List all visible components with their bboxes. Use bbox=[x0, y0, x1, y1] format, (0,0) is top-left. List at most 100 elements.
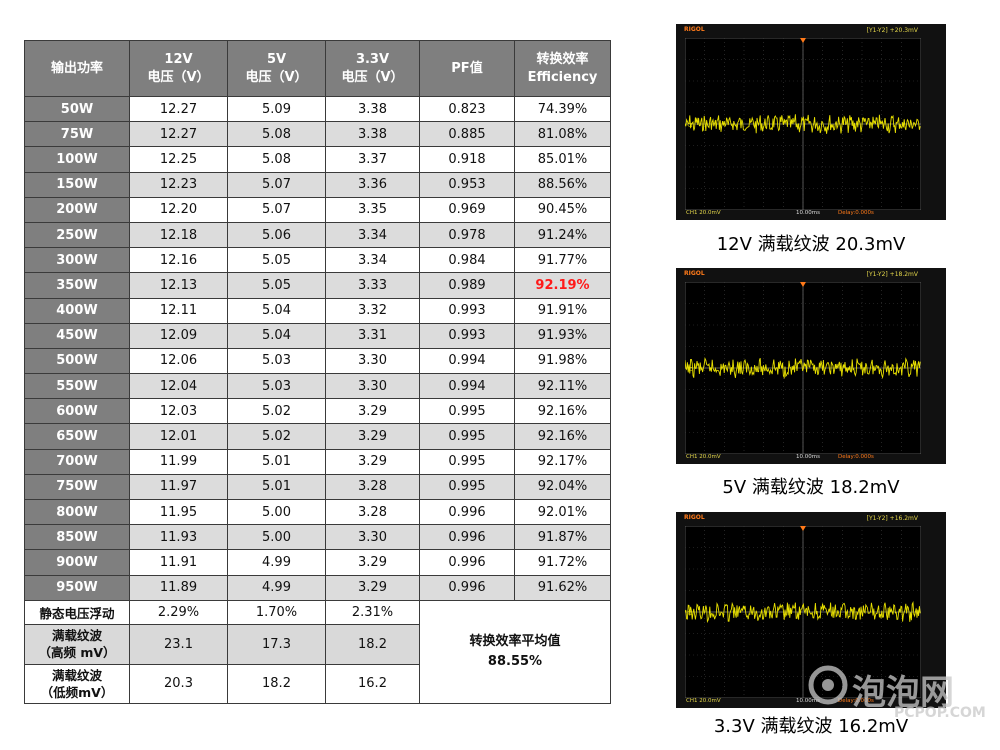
scope-screen: ⊂ bbox=[685, 526, 921, 698]
oscilloscope-5v: RIGOL [Y1-Y2] +18.2mV ⊂ CH1 20.0mV 10.00… bbox=[676, 268, 946, 464]
table-cell: 12.13 bbox=[129, 272, 228, 299]
table-cell: 5.00 bbox=[227, 498, 326, 526]
table-cell: 5.09 bbox=[227, 95, 326, 123]
table-cell: 0.996 bbox=[419, 524, 515, 551]
table-cell: 5.06 bbox=[227, 221, 326, 249]
table-row: 450W 12.09 5.04 3.31 0.993 91.93% bbox=[24, 322, 611, 349]
power-supply-test-table: 输出功率 12V 电压（V） 5V 电压（V） 3.3V 电压（V） PF值 转… bbox=[24, 40, 611, 704]
table-cell: 3.28 bbox=[325, 498, 420, 526]
row-power-label: 950W bbox=[24, 574, 130, 601]
watermark: 泡泡网 PCPOP.COM bbox=[808, 665, 986, 721]
table-cell: 0.885 bbox=[419, 121, 515, 148]
table-cell: 3.37 bbox=[325, 146, 420, 173]
average-efficiency-cell: 转换效率平均值 88.55% bbox=[419, 599, 611, 704]
table-cell: 16.2 bbox=[325, 663, 420, 704]
scope-cursor-readout: [Y1-Y2] +16.2mV bbox=[866, 515, 918, 522]
header-pf: PF值 bbox=[419, 40, 515, 97]
table-cell: 5.02 bbox=[227, 398, 326, 425]
table-cell: 20.3 bbox=[129, 663, 228, 704]
table-cell: 5.07 bbox=[227, 196, 326, 223]
table-cell: 4.99 bbox=[227, 574, 326, 601]
table-cell: 92.04% bbox=[514, 473, 611, 501]
table-cell: 12.23 bbox=[129, 171, 228, 198]
row-power-label: 500W bbox=[24, 347, 130, 375]
scope-brand: RIGOL bbox=[684, 270, 705, 277]
table-cell: 5.04 bbox=[227, 297, 326, 324]
scope-channel: CH1 20.0mV bbox=[686, 698, 721, 704]
table-row: 250W 12.18 5.06 3.34 0.978 91.24% bbox=[24, 221, 611, 249]
table-cell: 12.01 bbox=[129, 423, 228, 450]
row-power-label: 600W bbox=[24, 398, 130, 425]
table-cell: 92.16% bbox=[514, 423, 611, 450]
table-cell: 12.27 bbox=[129, 121, 228, 148]
table-cell: 12.25 bbox=[129, 146, 228, 173]
table-cell: 3.30 bbox=[325, 524, 420, 551]
row-power-label: 300W bbox=[24, 247, 130, 274]
table-body: 50W 12.27 5.09 3.38 0.823 74.39% 75W 12.27 5.08 3… bbox=[24, 95, 611, 601]
ripple-high-row: 满载纹波 （高频 mV） 23.1 17.3 18.2 bbox=[24, 623, 611, 665]
header-5v: 5V 电压（V） bbox=[227, 40, 326, 97]
table-cell: 2.29% bbox=[129, 599, 228, 625]
table-row: 200W 12.20 5.07 3.35 0.969 90.45% bbox=[24, 196, 611, 223]
table-cell: 5.08 bbox=[227, 121, 326, 148]
header-12v: 12V 电压（V） bbox=[129, 40, 228, 97]
table-row: 750W 11.97 5.01 3.28 0.995 92.04% bbox=[24, 473, 611, 501]
table-cell: 12.04 bbox=[129, 373, 228, 400]
scope-delay: Delay:0.000s bbox=[838, 454, 874, 460]
table-cell: 0.984 bbox=[419, 247, 515, 274]
table-cell: 0.978 bbox=[419, 221, 515, 249]
header-output-power: 输出功率 bbox=[24, 40, 130, 97]
table-cell: 90.45% bbox=[514, 196, 611, 223]
scope-channel: CH1 20.0mV bbox=[686, 210, 721, 216]
table-cell: 5.01 bbox=[227, 473, 326, 501]
row-power-label: 850W bbox=[24, 524, 130, 551]
row-power-label: 900W bbox=[24, 549, 130, 576]
table-cell: 85.01% bbox=[514, 146, 611, 173]
row-power-label: 250W bbox=[24, 221, 130, 249]
row-power-label: 50W bbox=[24, 95, 130, 123]
row-power-label: 200W bbox=[24, 196, 130, 223]
scope-caption-5v: 5V 满载纹波 18.2mV bbox=[722, 477, 900, 498]
table-cell: 88.56% bbox=[514, 171, 611, 198]
average-efficiency-label: 转换效率平均值 bbox=[469, 633, 561, 649]
table-cell: 4.99 bbox=[227, 549, 326, 576]
table-row: 400W 12.11 5.04 3.32 0.993 91.91% bbox=[24, 297, 611, 324]
table-cell: 11.95 bbox=[129, 498, 228, 526]
table-cell: 12.03 bbox=[129, 398, 228, 425]
table-cell: 91.62% bbox=[514, 574, 611, 601]
table-row: 800W 11.95 5.00 3.28 0.996 92.01% bbox=[24, 498, 611, 526]
table-cell: 12.16 bbox=[129, 247, 228, 274]
scope-caption-12v: 12V 满载纹波 20.3mV bbox=[716, 234, 906, 255]
table-cell: 3.29 bbox=[325, 448, 420, 475]
table-cell: 0.995 bbox=[419, 448, 515, 475]
table-row: 850W 11.93 5.00 3.30 0.996 91.87% bbox=[24, 524, 611, 551]
table-row: 900W 11.91 4.99 3.29 0.996 91.72% bbox=[24, 549, 611, 576]
scope-channel: CH1 20.0mV bbox=[686, 454, 721, 460]
header-3v3: 3.3V 电压（V） bbox=[325, 40, 420, 97]
table-cell: 91.24% bbox=[514, 221, 611, 249]
row-power-label: 750W bbox=[24, 473, 130, 501]
table-cell: 91.91% bbox=[514, 297, 611, 324]
table-cell: 11.89 bbox=[129, 574, 228, 601]
table-row: 950W 11.89 4.99 3.29 0.996 91.62% bbox=[24, 574, 611, 601]
table-row: 50W 12.27 5.09 3.38 0.823 74.39% bbox=[24, 95, 611, 123]
header-efficiency: 转换效率 Efficiency bbox=[514, 40, 611, 97]
scope-cursor-readout: [Y1-Y2] +18.2mV bbox=[866, 271, 918, 278]
scope-brand: RIGOL bbox=[684, 514, 705, 521]
ripple-trace bbox=[685, 357, 921, 380]
table-cell: 74.39% bbox=[514, 95, 611, 123]
table-cell: 3.31 bbox=[325, 322, 420, 349]
svg-text:⊂: ⊂ bbox=[687, 121, 693, 129]
row-power-label: 550W bbox=[24, 373, 130, 400]
table-cell: 0.994 bbox=[419, 373, 515, 400]
scope-timebase: 10.00ms bbox=[796, 454, 820, 460]
static-voltage-label: 静态电压浮动 bbox=[24, 599, 130, 625]
row-power-label: 800W bbox=[24, 498, 130, 526]
table-cell: 17.3 bbox=[227, 623, 326, 665]
table-cell: 92.16% bbox=[514, 398, 611, 425]
table-cell: 0.996 bbox=[419, 549, 515, 576]
svg-text:⊂: ⊂ bbox=[687, 365, 693, 373]
table-cell: 0.969 bbox=[419, 196, 515, 223]
table-row: 150W 12.23 5.07 3.36 0.953 88.56% bbox=[24, 171, 611, 198]
table-row: 75W 12.27 5.08 3.38 0.885 81.08% bbox=[24, 121, 611, 148]
